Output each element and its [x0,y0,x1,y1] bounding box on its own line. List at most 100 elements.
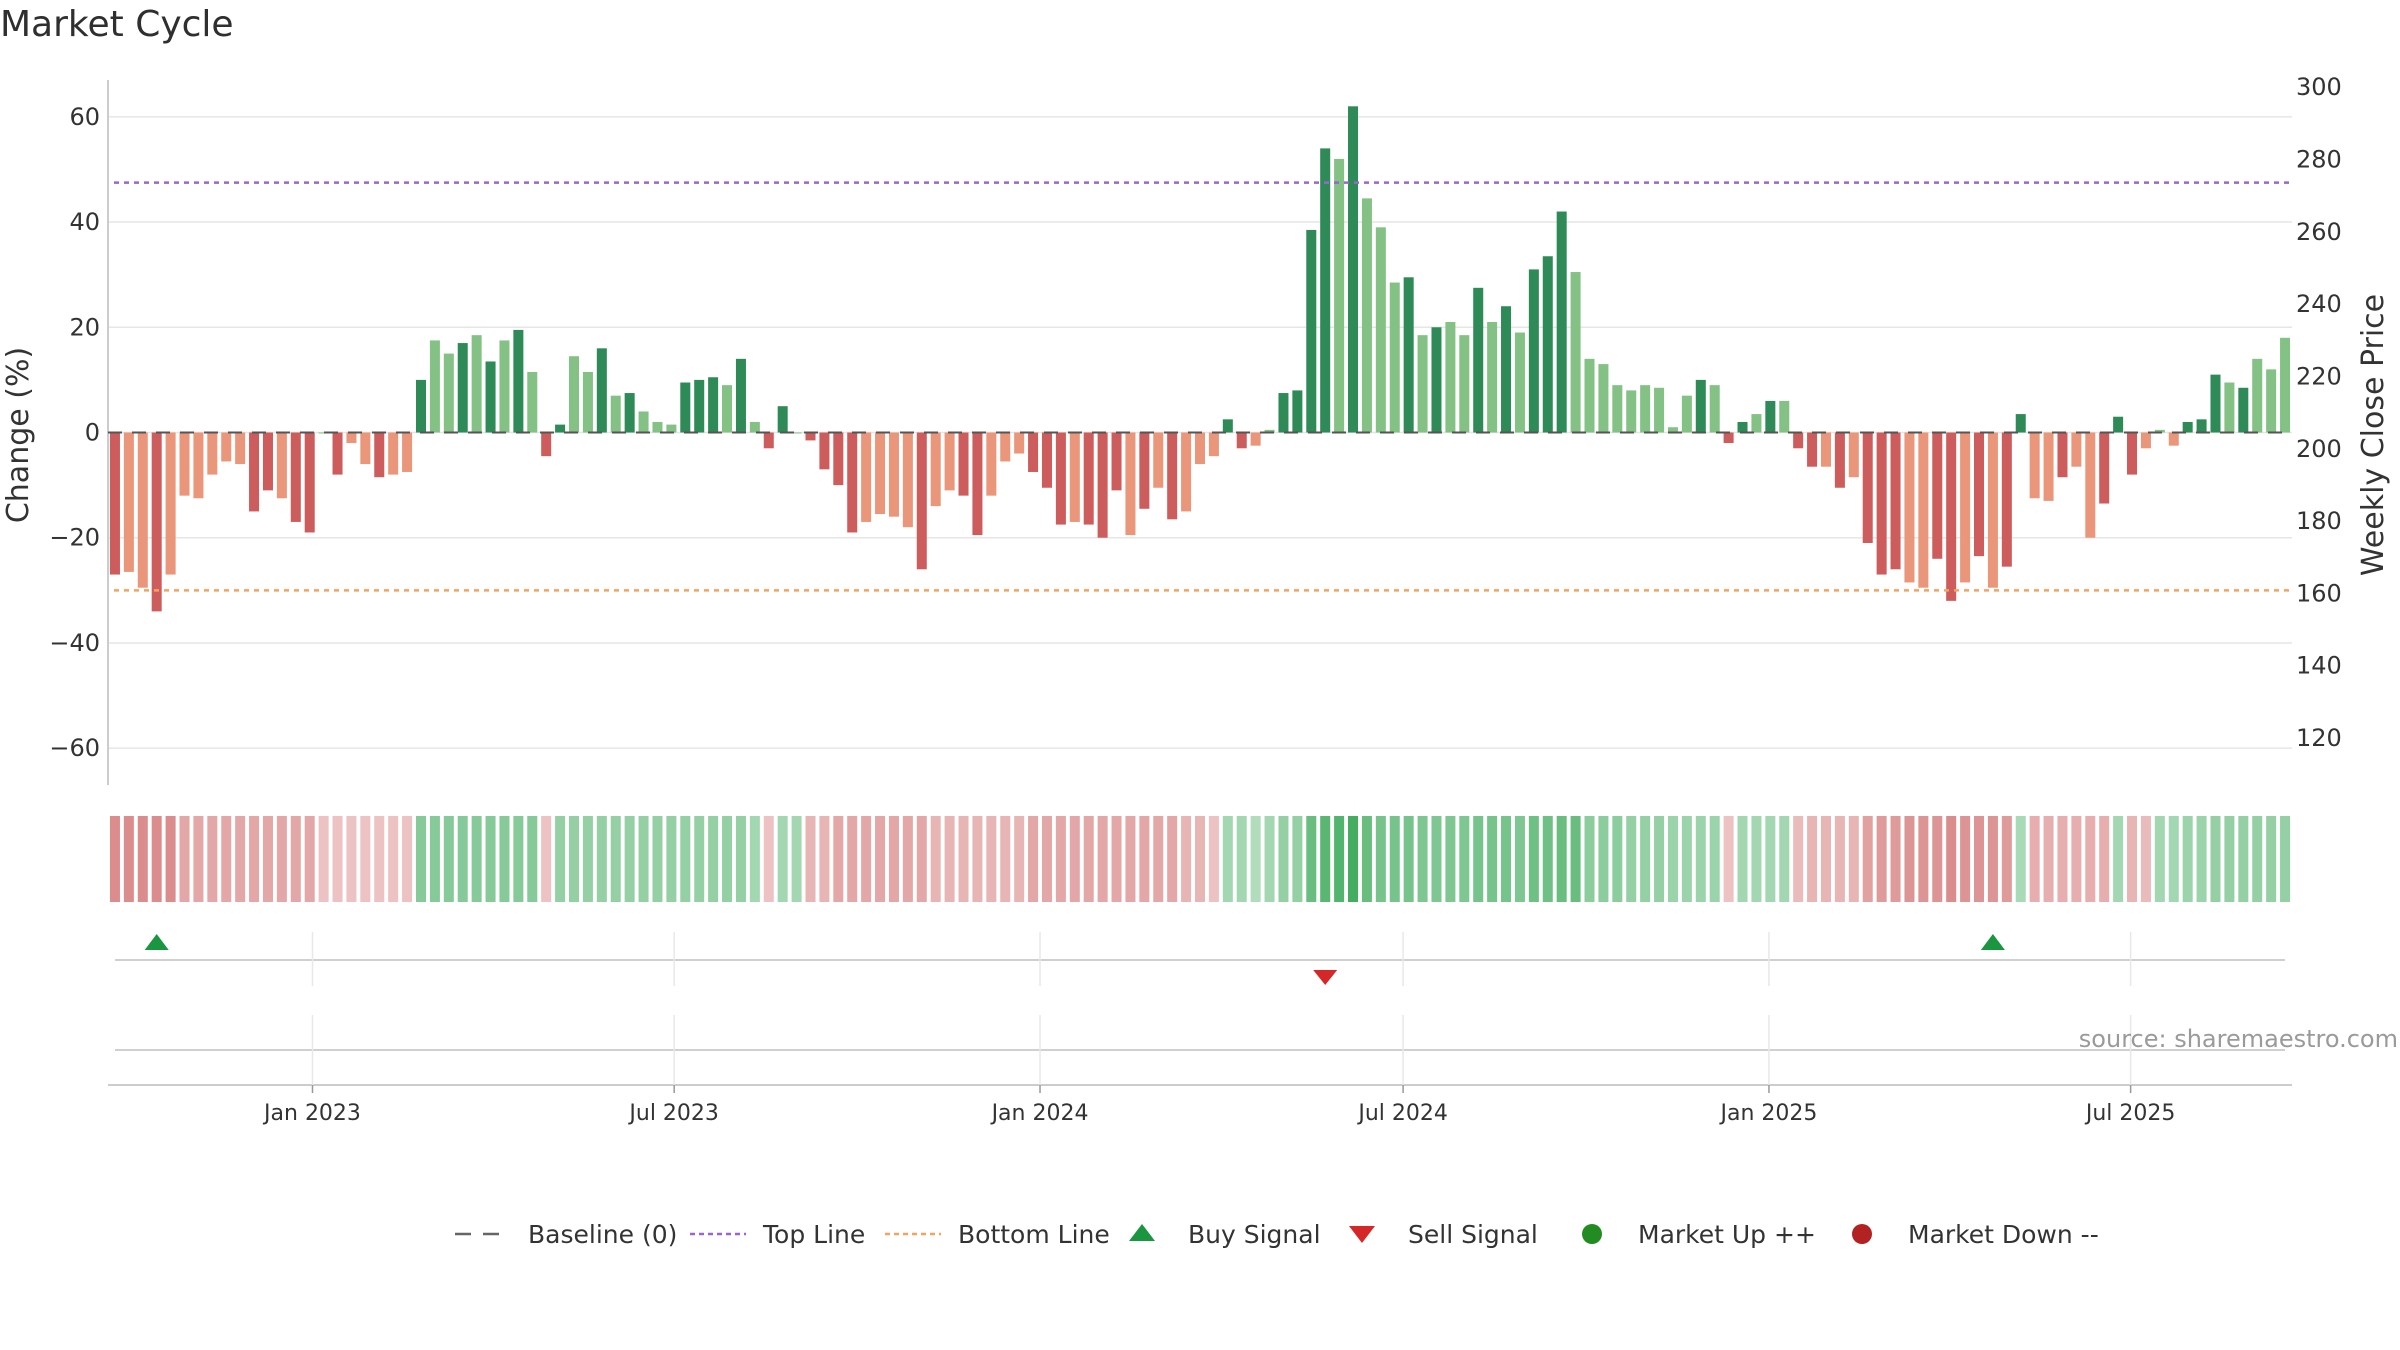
signal-panel [108,932,2292,1086]
legend: Baseline (0) Top Line Bottom Line Buy Signa… [455,1220,2099,1249]
y-tick-label-left: 20 [69,313,100,341]
bar [1779,400,1790,433]
strip-cell [527,816,538,902]
triangle-down-icon [1349,1226,1375,1243]
strip-cell [1793,816,1804,902]
bar [1904,432,1915,583]
strip-cell [1055,816,1066,902]
bar [777,406,788,433]
bar [2168,432,2179,446]
strip-cell [1069,816,1080,902]
bar [1069,432,1080,522]
bar [1334,158,1345,433]
bar [1862,432,1873,543]
bar [1487,322,1498,433]
strip-cell [2196,816,2207,902]
bar [1598,364,1609,433]
bar [1946,432,1957,601]
bar [290,432,301,522]
bar [1793,432,1804,449]
strip-cell [722,816,733,902]
strip-cell [1153,816,1164,902]
bar [1612,385,1623,433]
bar [1765,400,1776,433]
y-tick-label-right: 200 [2296,435,2342,463]
strip-cell [1487,816,1498,902]
bar [1348,106,1359,433]
strip-cell [1014,816,1025,902]
strip-cell [972,816,983,902]
strip-cell [1473,816,1484,902]
strip-cell [596,816,607,902]
sell-signal-marker [1313,970,1338,985]
bar [1807,432,1818,467]
bar-series [108,106,2292,612]
strip-cell [763,816,774,902]
x-tick-label: Jul 2025 [2084,1101,2176,1126]
strip-cell [513,816,524,902]
strip-cell [944,816,955,902]
bar [513,329,524,433]
strip-cell [1028,816,1039,902]
strip-cell [2140,816,2151,902]
strip-cell [819,816,830,902]
bar [2001,432,2012,567]
bar [318,432,329,434]
bar [1556,211,1567,433]
strip-cell [2238,816,2249,902]
legend-label: Sell Signal [1408,1220,1538,1249]
strip-cell [902,816,913,902]
bar [374,432,385,478]
strip-cell [1765,816,1776,902]
strip-cell [1904,816,1915,902]
strip-cell [2168,816,2179,902]
strip-cell [151,816,162,902]
strip-cell [1973,816,1985,902]
strip-cell [1389,816,1400,902]
bar [1361,198,1372,433]
bar [986,432,997,496]
bar [1667,427,1678,433]
strip-cell [958,816,969,902]
strip-cell [735,816,746,902]
bar [1918,432,1929,588]
bar [833,432,844,486]
bar [1542,256,1553,433]
strip-cell [402,816,413,902]
y-tick-label-left: 60 [69,103,100,131]
strip-cell [388,816,399,902]
strip-cell [1681,816,1692,902]
strip-cell [1250,816,1261,902]
y-tick-label-right: 180 [2296,507,2342,535]
legend-item-top: Top Line [690,1220,865,1249]
strip-cell [1083,816,1094,902]
bar [1014,432,1025,454]
bar [2196,419,2207,433]
strip-cell [1501,816,1512,902]
x-tick-label: Jan 2025 [1718,1101,1817,1126]
bar [1876,432,1887,575]
bar [1751,414,1762,433]
strip-cell [1946,816,1957,902]
bar [888,432,899,517]
bar [304,432,315,533]
bar [1709,385,1720,433]
strip-cell [2127,816,2138,902]
bar [1194,432,1206,465]
legend-label: Buy Signal [1188,1220,1321,1249]
bar [1125,432,1136,536]
bar [137,432,148,588]
strip-cell [694,816,705,902]
strip-cell [1862,816,1873,902]
strip-cell [1208,816,1219,902]
strip-cell [1278,816,1289,902]
bar [123,432,134,572]
bar [1167,432,1178,520]
strip-cell [638,816,649,902]
y-tick-label-right: 240 [2296,290,2342,318]
y-tick-label-left: −60 [49,734,100,762]
bar [402,432,413,472]
bar [443,353,454,433]
strip-cell [2113,816,2124,902]
bar [1250,432,1261,446]
